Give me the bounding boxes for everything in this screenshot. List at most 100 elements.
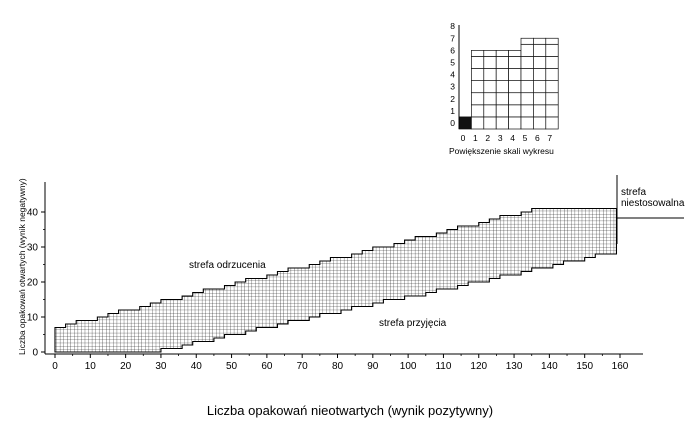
inset-cell bbox=[483, 56, 497, 69]
sampling-band bbox=[54, 207, 618, 353]
x-tick-label: 130 bbox=[506, 361, 523, 372]
y-tick-label: 20 bbox=[27, 278, 39, 289]
y-tick-label: 40 bbox=[27, 208, 39, 219]
inset-x-axis-title: Powiększenie skali wykresu bbox=[449, 146, 554, 156]
inset-cell bbox=[508, 68, 522, 81]
indeterminate-zone-label-line1: strefa bbox=[621, 187, 646, 198]
inset-cell bbox=[520, 92, 534, 106]
x-tick-label: 30 bbox=[155, 361, 167, 372]
inset-cell bbox=[483, 49, 497, 57]
inset-cell bbox=[495, 68, 509, 81]
inset-cell bbox=[471, 56, 485, 69]
y-axis-title: Liczba opakowań otwartych (wynik negatyw… bbox=[17, 178, 27, 355]
inset-cell bbox=[508, 92, 522, 106]
inset-cell bbox=[545, 92, 559, 106]
inset-cell bbox=[533, 68, 547, 81]
sampling-band-shape bbox=[54, 207, 618, 353]
inset-x-tick-label: 6 bbox=[535, 133, 540, 143]
inset-cell bbox=[508, 116, 522, 130]
inset-cell bbox=[483, 92, 497, 106]
accept-zone-label: strefa przyjęcia bbox=[379, 318, 447, 329]
inset-cell bbox=[520, 116, 534, 130]
x-tick-label: 80 bbox=[332, 361, 344, 372]
inset-cell bbox=[495, 92, 509, 106]
inset-y-tick-label: 5 bbox=[450, 58, 455, 68]
inset-cell bbox=[520, 104, 534, 118]
inset-y-tick-label: 8 bbox=[450, 21, 455, 31]
inset-cell bbox=[545, 104, 559, 118]
inset-cell bbox=[545, 37, 559, 45]
inset-y-tick-label: 6 bbox=[450, 45, 455, 55]
x-axis-title: Liczba opakowań nieotwartych (wynik pozy… bbox=[206, 403, 494, 418]
inset-x-tick-label: 4 bbox=[510, 133, 515, 143]
inset-cell bbox=[495, 80, 509, 94]
inset-cell bbox=[495, 56, 509, 69]
inset-cell bbox=[483, 68, 497, 81]
x-tick-label: 100 bbox=[400, 361, 417, 372]
inset-cell bbox=[495, 116, 509, 130]
inset-cell bbox=[471, 68, 485, 81]
reject-zone-label: strefa odrzucenia bbox=[189, 260, 266, 271]
inset-cell bbox=[545, 68, 559, 81]
x-tick-label: 60 bbox=[261, 361, 273, 372]
inset-cell bbox=[483, 80, 497, 94]
inset-cell bbox=[495, 104, 509, 118]
x-tick-label: 50 bbox=[226, 361, 238, 372]
inset-x-tick-label: 1 bbox=[473, 133, 478, 143]
x-tick-label: 110 bbox=[435, 361, 451, 372]
x-tick-label: 40 bbox=[191, 361, 203, 372]
inset-cell bbox=[520, 43, 534, 57]
inset-cell bbox=[471, 116, 485, 130]
inset-cells bbox=[458, 24, 559, 130]
inset-y-tick-label: 7 bbox=[450, 33, 455, 43]
inset-cell bbox=[533, 92, 547, 106]
y-ticks: 0 10 20 30 40 bbox=[27, 208, 45, 359]
x-tick-label: 0 bbox=[52, 361, 58, 372]
inset-cell bbox=[545, 43, 559, 57]
inset-cell bbox=[471, 92, 485, 106]
inset-cell bbox=[545, 116, 559, 130]
inset-y-tick-label: 1 bbox=[450, 106, 455, 116]
x-tick-label: 140 bbox=[541, 361, 558, 372]
x-tick-label: 90 bbox=[367, 361, 379, 372]
inset-cell bbox=[533, 80, 547, 94]
inset-cell bbox=[545, 80, 559, 94]
inset-cell bbox=[483, 116, 497, 130]
inset-cell bbox=[533, 37, 547, 45]
y-tick-label: 0 bbox=[32, 348, 38, 359]
inset-cell bbox=[508, 104, 522, 118]
inset-x-tick-label: 3 bbox=[498, 133, 503, 143]
inset-cell bbox=[533, 43, 547, 57]
inset-cell bbox=[508, 56, 522, 69]
inset-cell bbox=[471, 49, 485, 57]
x-tick-label: 20 bbox=[120, 361, 132, 372]
inset-cell bbox=[483, 104, 497, 118]
inset-y-tick-label: 3 bbox=[450, 82, 455, 92]
y-tick-label: 10 bbox=[27, 313, 39, 324]
inset-cell bbox=[545, 56, 559, 69]
inset-cell bbox=[495, 49, 509, 57]
x-tick-label: 70 bbox=[297, 361, 309, 372]
inset-cell bbox=[520, 56, 534, 69]
x-tick-label: 10 bbox=[85, 361, 97, 372]
inset-x-tick-label: 0 bbox=[461, 133, 466, 143]
inset-filled-cell bbox=[458, 116, 472, 130]
inset-cell bbox=[520, 37, 534, 45]
inset-cell bbox=[508, 80, 522, 94]
inset-y-tick-label: 0 bbox=[450, 118, 455, 128]
inset-y-tick-label: 4 bbox=[450, 70, 455, 80]
inset-cell bbox=[471, 80, 485, 94]
inset-x-tick-label: 5 bbox=[523, 133, 528, 143]
inset-cell bbox=[520, 80, 534, 94]
x-tick-label: 150 bbox=[576, 361, 593, 372]
inset-cell bbox=[471, 104, 485, 118]
inset-y-tick-label: 2 bbox=[450, 94, 455, 104]
inset-cell bbox=[533, 56, 547, 69]
y-tick-label: 30 bbox=[27, 243, 39, 254]
inset-cell bbox=[520, 68, 534, 81]
x-tick-label: 120 bbox=[470, 361, 487, 372]
inset-cell bbox=[533, 104, 547, 118]
